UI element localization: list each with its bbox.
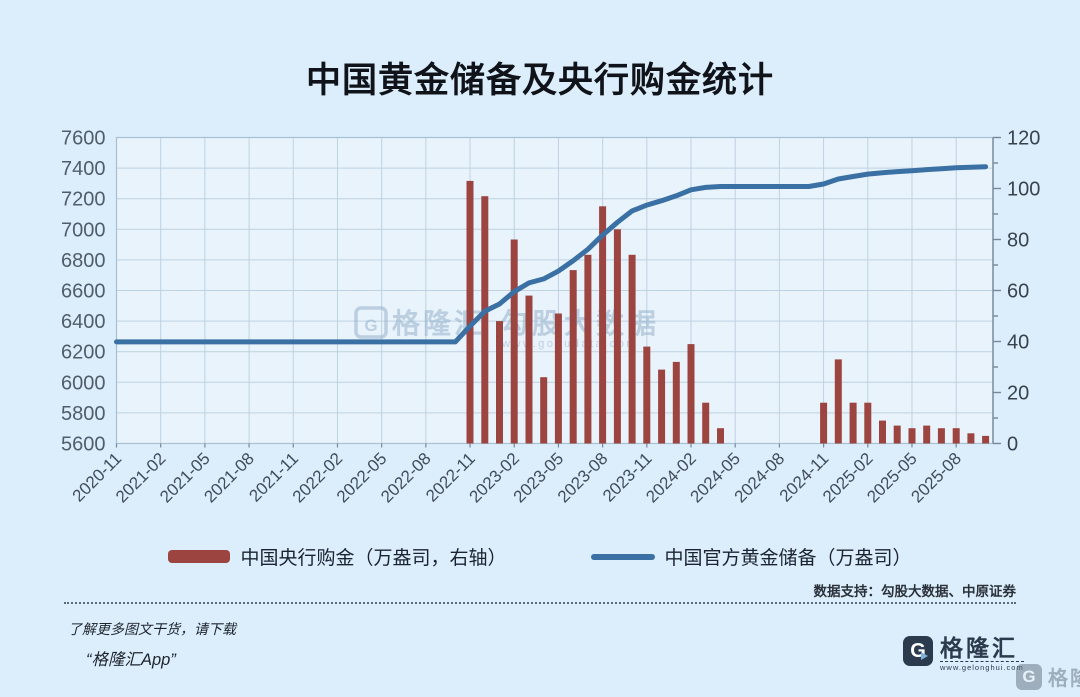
- logo-arrow-icon: [921, 652, 928, 660]
- svg-text:6600: 6600: [61, 281, 106, 303]
- dashed-divider: [64, 602, 1016, 604]
- svg-text:5800: 5800: [61, 403, 106, 425]
- x-axis-labels: 2020-112021-022021-052021-082021-112022-…: [69, 449, 965, 507]
- promo-line2: “格隆汇App”: [86, 651, 176, 669]
- svg-text:40: 40: [1007, 332, 1029, 354]
- bar-series-central-bank-purchases: [466, 180, 990, 444]
- svg-text:120: 120: [1007, 128, 1040, 150]
- bar-series-swatch: [168, 550, 231, 563]
- svg-text:100: 100: [1007, 179, 1040, 201]
- svg-text:20: 20: [1007, 383, 1029, 405]
- legend-label-purchases: 中国央行购金（万盎司，右轴）: [240, 548, 507, 569]
- legend-item-reserves: 中国官方黄金储备（万盎司）: [590, 543, 912, 570]
- svg-text:0: 0: [1007, 434, 1018, 456]
- right-axis-labels: 120 100 80 60 40 20 0: [1007, 128, 1040, 456]
- page-title: 中国黄金储备及央行购金统计: [305, 61, 774, 100]
- left-axis-labels: 7600 7400 7200 7000 6800 6600 6400 6200 6000 5800…: [61, 128, 106, 456]
- svg-text:2023-08: 2023-08: [554, 449, 612, 507]
- svg-text:6400: 6400: [61, 311, 106, 333]
- svg-text:60: 60: [1007, 281, 1029, 303]
- svg-text:7400: 7400: [61, 158, 106, 180]
- gelonghui-logo: G 格隆汇 www.gelonghui.com: [903, 636, 1024, 672]
- svg-text:2025-08: 2025-08: [907, 449, 965, 507]
- gelonghui-logo-icon: G: [903, 636, 933, 666]
- brand-url: www.gelonghui.com: [940, 661, 1024, 672]
- svg-text:5600: 5600: [61, 434, 106, 456]
- footer-promo: 了解更多图文干货，请下载 “格隆汇App”: [68, 619, 236, 670]
- legend-item-purchases: 中国央行购金（万盎司，右轴）: [168, 543, 507, 570]
- x-axis-ticks: [115, 443, 957, 448]
- svg-text:80: 80: [1007, 230, 1029, 252]
- svg-text:G: G: [364, 316, 377, 335]
- svg-text:6800: 6800: [61, 250, 106, 272]
- svg-text:2021-08: 2021-08: [200, 449, 258, 507]
- legend-label-reserves: 中国官方黄金储备（万盎司）: [664, 548, 912, 569]
- promo-line1: 了解更多图文干货，请下载: [68, 621, 236, 637]
- svg-text:6000: 6000: [61, 372, 106, 394]
- corner-watermark-icon: G: [1016, 663, 1042, 690]
- corner-watermark: G 格隆汇: [1016, 662, 1080, 691]
- corner-watermark-text: 格隆汇: [1048, 668, 1080, 690]
- data-source-note: 数据支持：勾股大数据、中原证券: [813, 584, 1017, 599]
- svg-text:7600: 7600: [61, 128, 106, 150]
- line-series-official-gold-reserves: [114, 164, 989, 345]
- legend: 中国央行购金（万盎司，右轴） 中国官方黄金储备（万盎司）: [0, 543, 1080, 570]
- right-axis: [992, 136, 1001, 445]
- line-series-swatch: [590, 553, 655, 560]
- svg-text:7200: 7200: [61, 189, 106, 211]
- svg-text:2024-08: 2024-08: [731, 449, 789, 507]
- svg-text:勾股大数据: 勾股大数据: [500, 308, 660, 339]
- svg-text:2022-08: 2022-08: [377, 449, 435, 507]
- brand-name: 格隆汇: [940, 635, 1018, 661]
- svg-text:7000: 7000: [61, 219, 106, 241]
- svg-text:6200: 6200: [61, 342, 106, 364]
